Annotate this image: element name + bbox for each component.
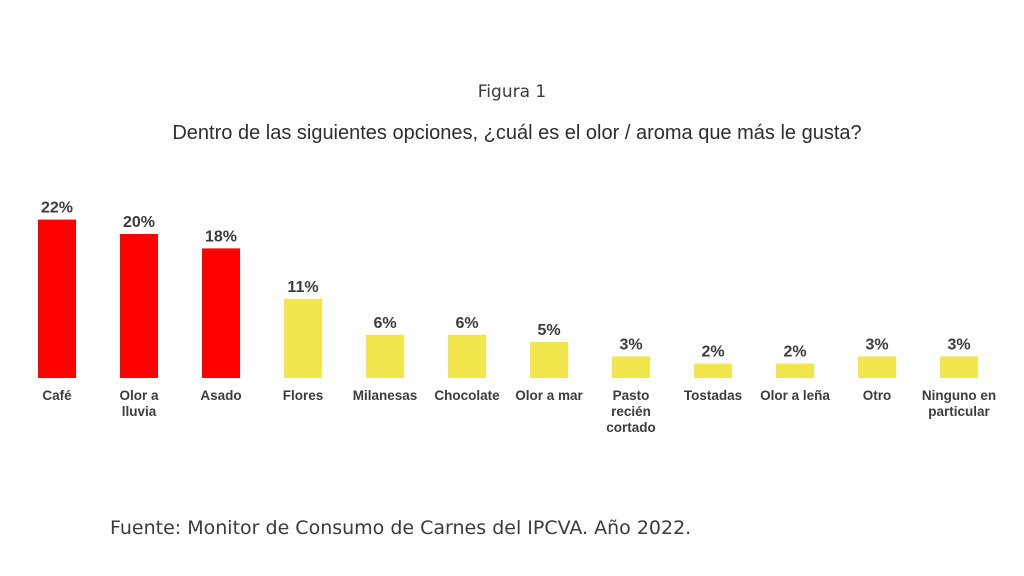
category-label-4: Flores [283,388,324,403]
value-label-2: 20% [123,214,155,231]
bar-3 [202,248,240,378]
value-label-1: 22% [41,200,73,217]
bar-1 [38,219,76,378]
category-label-5: Milanesas [353,388,418,403]
bar-6 [448,334,486,378]
value-label-10: 2% [783,344,806,361]
category-label-1: Café [42,388,72,403]
figure-label: Figura 1 [477,82,547,102]
bar-9 [694,363,732,378]
value-label-3: 18% [205,228,237,245]
bar-4 [284,298,322,378]
chart-title: Dentro de las siguientes opciones, ¿cuál… [172,122,862,144]
bar-10 [776,363,814,378]
category-label-3: Asado [200,388,241,403]
value-label-9: 2% [701,344,724,361]
category-label-6: Chocolate [434,388,500,403]
value-label-8: 3% [619,336,642,353]
bar-12 [940,356,978,378]
category-label-11: Otro [863,388,892,403]
bar-2 [120,234,158,378]
category-label-9: Tostadas [684,388,742,403]
bar-11 [858,356,896,378]
category-label-12: Ninguno en particular [922,388,996,419]
value-label-7: 5% [537,322,560,339]
category-label-8: Pasto recién cortado [606,388,656,435]
bar-8 [612,356,650,378]
category-label-2: Olor a lluvia [119,388,159,419]
source-note: Fuente: Monitor de Consumo de Carnes del… [110,517,692,539]
value-label-6: 6% [455,315,478,332]
bar-5 [366,334,404,378]
value-label-12: 3% [947,336,970,353]
value-label-4: 11% [287,279,318,296]
value-label-5: 6% [373,315,396,332]
category-label-10: Olor a leña [760,388,830,403]
value-label-11: 3% [865,336,888,353]
bar-7 [530,342,568,378]
category-label-7: Olor a mar [515,388,583,403]
